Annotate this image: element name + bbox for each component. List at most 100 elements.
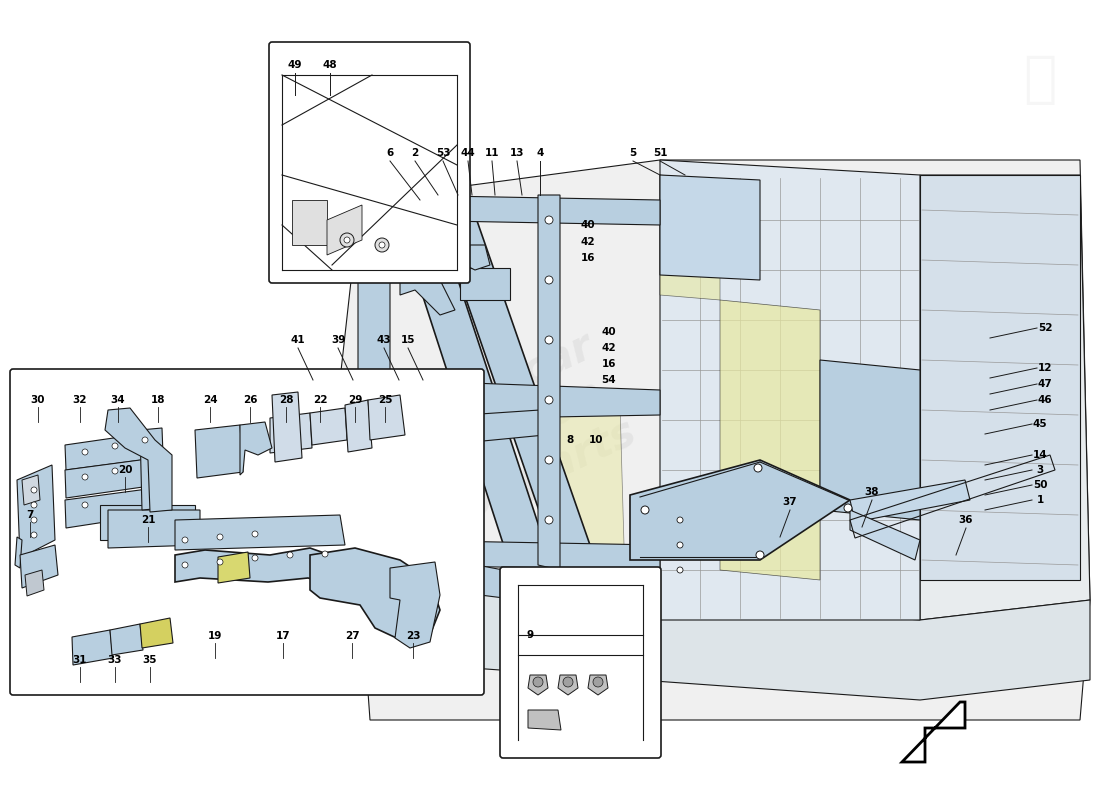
Text: 15: 15 <box>400 335 416 345</box>
Text: 49: 49 <box>288 60 302 70</box>
Circle shape <box>379 242 385 248</box>
Text: 53: 53 <box>436 148 450 158</box>
Circle shape <box>252 531 258 537</box>
Polygon shape <box>465 245 490 270</box>
FancyBboxPatch shape <box>270 42 470 283</box>
Text: 44: 44 <box>461 148 475 158</box>
Text: 33: 33 <box>108 655 122 665</box>
Polygon shape <box>630 460 850 560</box>
Circle shape <box>563 677 573 687</box>
Text: 3: 3 <box>1036 465 1044 475</box>
Text: 16: 16 <box>602 359 616 369</box>
Polygon shape <box>558 675 578 695</box>
Polygon shape <box>820 360 920 520</box>
Polygon shape <box>100 505 195 540</box>
Polygon shape <box>140 428 165 510</box>
Text: 17: 17 <box>276 631 290 641</box>
Circle shape <box>31 502 37 508</box>
Polygon shape <box>20 545 58 588</box>
Polygon shape <box>358 195 390 590</box>
Text: 48: 48 <box>322 60 338 70</box>
Circle shape <box>112 443 118 449</box>
Polygon shape <box>140 618 173 648</box>
Polygon shape <box>15 537 22 568</box>
Circle shape <box>322 551 328 557</box>
Text: 32: 32 <box>73 395 87 405</box>
Text: 11: 11 <box>485 148 499 158</box>
Text: 🐎: 🐎 <box>1023 53 1057 107</box>
Circle shape <box>676 517 683 523</box>
Polygon shape <box>390 540 660 570</box>
Circle shape <box>756 551 764 559</box>
Circle shape <box>754 464 762 472</box>
Polygon shape <box>240 422 272 475</box>
FancyBboxPatch shape <box>10 369 484 695</box>
Text: 39: 39 <box>331 335 345 345</box>
Circle shape <box>31 532 37 538</box>
Polygon shape <box>400 280 455 315</box>
Text: 2: 2 <box>411 148 419 158</box>
Polygon shape <box>538 195 560 570</box>
Text: 10: 10 <box>588 435 603 445</box>
FancyBboxPatch shape <box>500 567 661 758</box>
Text: 22: 22 <box>312 395 328 405</box>
Text: 14: 14 <box>1033 450 1047 460</box>
Text: 26: 26 <box>243 395 257 405</box>
Text: 36: 36 <box>959 515 974 525</box>
Circle shape <box>182 562 188 568</box>
Polygon shape <box>920 175 1080 580</box>
Text: 6: 6 <box>386 148 394 158</box>
Text: 47: 47 <box>1037 379 1053 389</box>
Text: 4: 4 <box>537 148 543 158</box>
Polygon shape <box>390 380 660 420</box>
Polygon shape <box>660 160 920 620</box>
Circle shape <box>31 487 37 493</box>
Text: 28: 28 <box>278 395 294 405</box>
Polygon shape <box>390 562 440 648</box>
Circle shape <box>252 555 258 561</box>
Polygon shape <box>65 488 157 528</box>
Polygon shape <box>528 710 561 730</box>
Polygon shape <box>310 548 440 642</box>
Text: 19: 19 <box>208 631 222 641</box>
Polygon shape <box>25 570 44 596</box>
Circle shape <box>217 534 223 540</box>
Text: 20: 20 <box>118 465 132 475</box>
Text: 23: 23 <box>406 631 420 641</box>
Circle shape <box>31 517 37 523</box>
Polygon shape <box>175 515 345 550</box>
Polygon shape <box>850 480 970 522</box>
Polygon shape <box>390 410 544 450</box>
Polygon shape <box>345 400 372 452</box>
Circle shape <box>375 238 389 252</box>
Polygon shape <box>850 510 920 560</box>
Polygon shape <box>660 175 720 300</box>
Text: 45: 45 <box>1033 419 1047 429</box>
Circle shape <box>544 336 553 344</box>
Text: 40: 40 <box>581 220 595 230</box>
Circle shape <box>641 506 649 514</box>
Polygon shape <box>548 400 625 580</box>
Circle shape <box>544 276 553 284</box>
Polygon shape <box>368 395 405 440</box>
Circle shape <box>287 552 293 558</box>
Polygon shape <box>430 195 590 548</box>
Polygon shape <box>390 195 550 565</box>
Polygon shape <box>390 195 660 225</box>
Circle shape <box>676 542 683 548</box>
Polygon shape <box>588 675 608 695</box>
Text: 7: 7 <box>26 510 34 520</box>
Text: 29: 29 <box>348 395 362 405</box>
Text: 35: 35 <box>143 655 157 665</box>
Polygon shape <box>65 458 157 498</box>
Text: 21: 21 <box>141 515 155 525</box>
Polygon shape <box>340 160 1090 720</box>
Circle shape <box>82 474 88 480</box>
Text: 13: 13 <box>509 148 525 158</box>
Polygon shape <box>310 408 346 445</box>
Circle shape <box>82 449 88 455</box>
Circle shape <box>82 502 88 508</box>
Polygon shape <box>22 475 40 505</box>
Polygon shape <box>440 560 530 600</box>
Polygon shape <box>218 552 250 583</box>
